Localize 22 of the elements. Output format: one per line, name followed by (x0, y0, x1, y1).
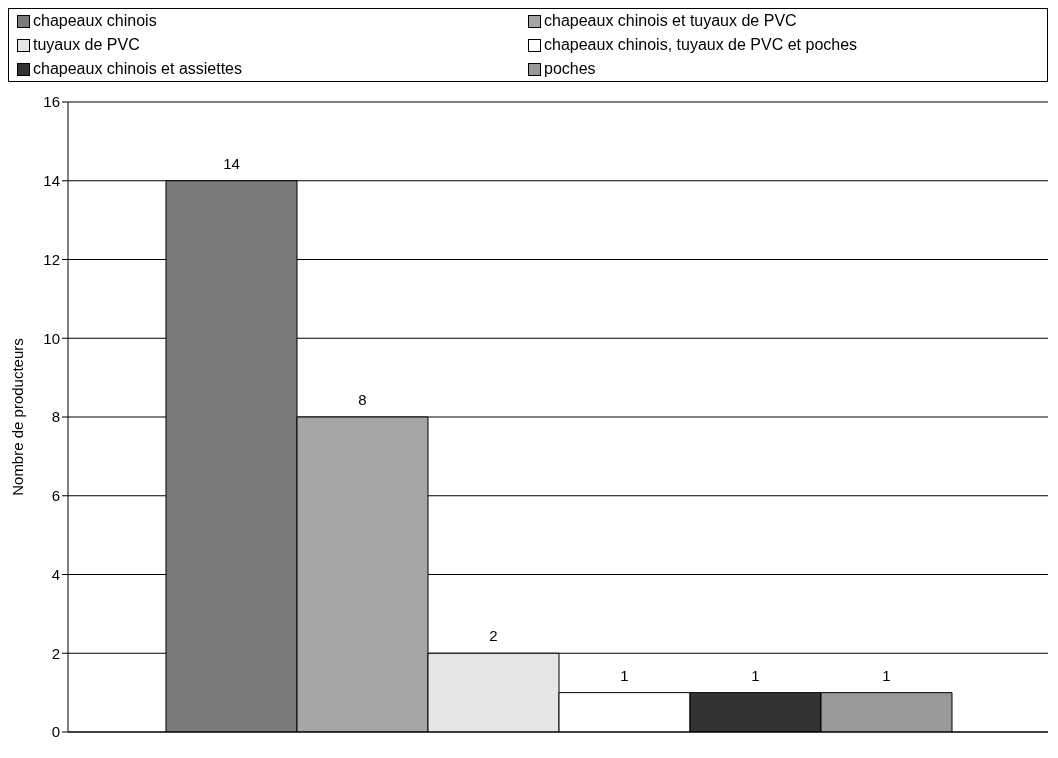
legend-label: chapeaux chinois et tuyaux de PVC (544, 12, 797, 30)
y-tick-label: 14 (43, 172, 60, 190)
y-tick-label: 16 (43, 93, 60, 111)
legend-label: chapeaux chinois et assiettes (33, 60, 243, 78)
y-axis-title: Nombre de producteurs (9, 338, 27, 496)
data-label: 2 (489, 627, 498, 645)
y-tick-label: 0 (51, 723, 60, 741)
data-label: 8 (358, 391, 367, 408)
y-tick-label: 4 (51, 565, 60, 583)
legend-label: poches (544, 60, 596, 78)
data-label: 1 (751, 666, 760, 684)
y-tick-label: 6 (51, 487, 60, 505)
data-label: 1 (620, 666, 629, 684)
legend-label: chapeaux chinois, tuyaux de PVC et poches (544, 36, 858, 54)
y-tick-label: 10 (43, 329, 60, 347)
y-tick-label: 12 (43, 250, 60, 268)
legend-label: chapeaux chinois (33, 12, 157, 30)
y-tick-label: 8 (51, 408, 60, 426)
data-label: 1 (882, 666, 891, 684)
data-label: 14 (223, 154, 240, 172)
y-tick-label: 2 (51, 644, 60, 662)
legend-label: tuyaux de PVC (33, 36, 140, 54)
